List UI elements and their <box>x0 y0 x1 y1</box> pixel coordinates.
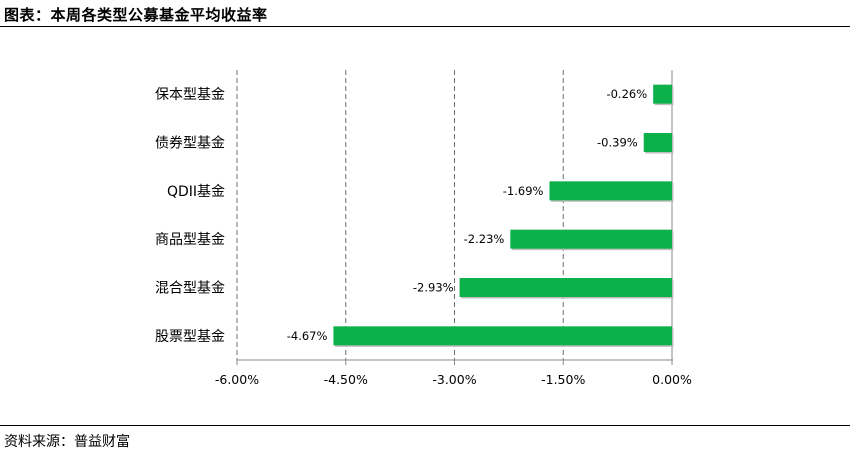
bar <box>333 326 672 346</box>
bar <box>510 229 672 249</box>
category-label: 保本型基金 <box>155 86 225 103</box>
bar <box>459 278 672 297</box>
x-tick-label: 0.00% <box>652 372 692 387</box>
data-label: -0.26% <box>606 87 647 101</box>
bar <box>653 84 672 104</box>
category-label: 混合型基金 <box>155 280 225 297</box>
source-note: 资料来源：普益财富 <box>4 434 130 450</box>
data-label: -0.39% <box>597 136 638 150</box>
category-label: 商品型基金 <box>155 231 225 248</box>
category-label: 债券型基金 <box>155 135 225 152</box>
x-tick-label: -4.50% <box>324 372 368 387</box>
data-label: -4.67% <box>287 329 328 343</box>
x-tick-label: -3.00% <box>432 372 476 387</box>
category-label: QDII基金 <box>167 183 225 200</box>
figure-title: 图表：本周各类型公募基金平均收益率 <box>4 6 268 24</box>
x-tick-label: -6.00% <box>215 372 259 387</box>
bottom-rule <box>0 425 850 426</box>
x-tick-label: -1.50% <box>541 372 585 387</box>
data-label: -1.69% <box>503 184 544 198</box>
data-label: -2.23% <box>464 232 505 246</box>
category-label: 股票型基金 <box>155 328 225 345</box>
top-rule <box>0 26 850 27</box>
bar <box>643 133 672 152</box>
data-label: -2.93% <box>413 281 454 295</box>
bar <box>549 181 672 201</box>
